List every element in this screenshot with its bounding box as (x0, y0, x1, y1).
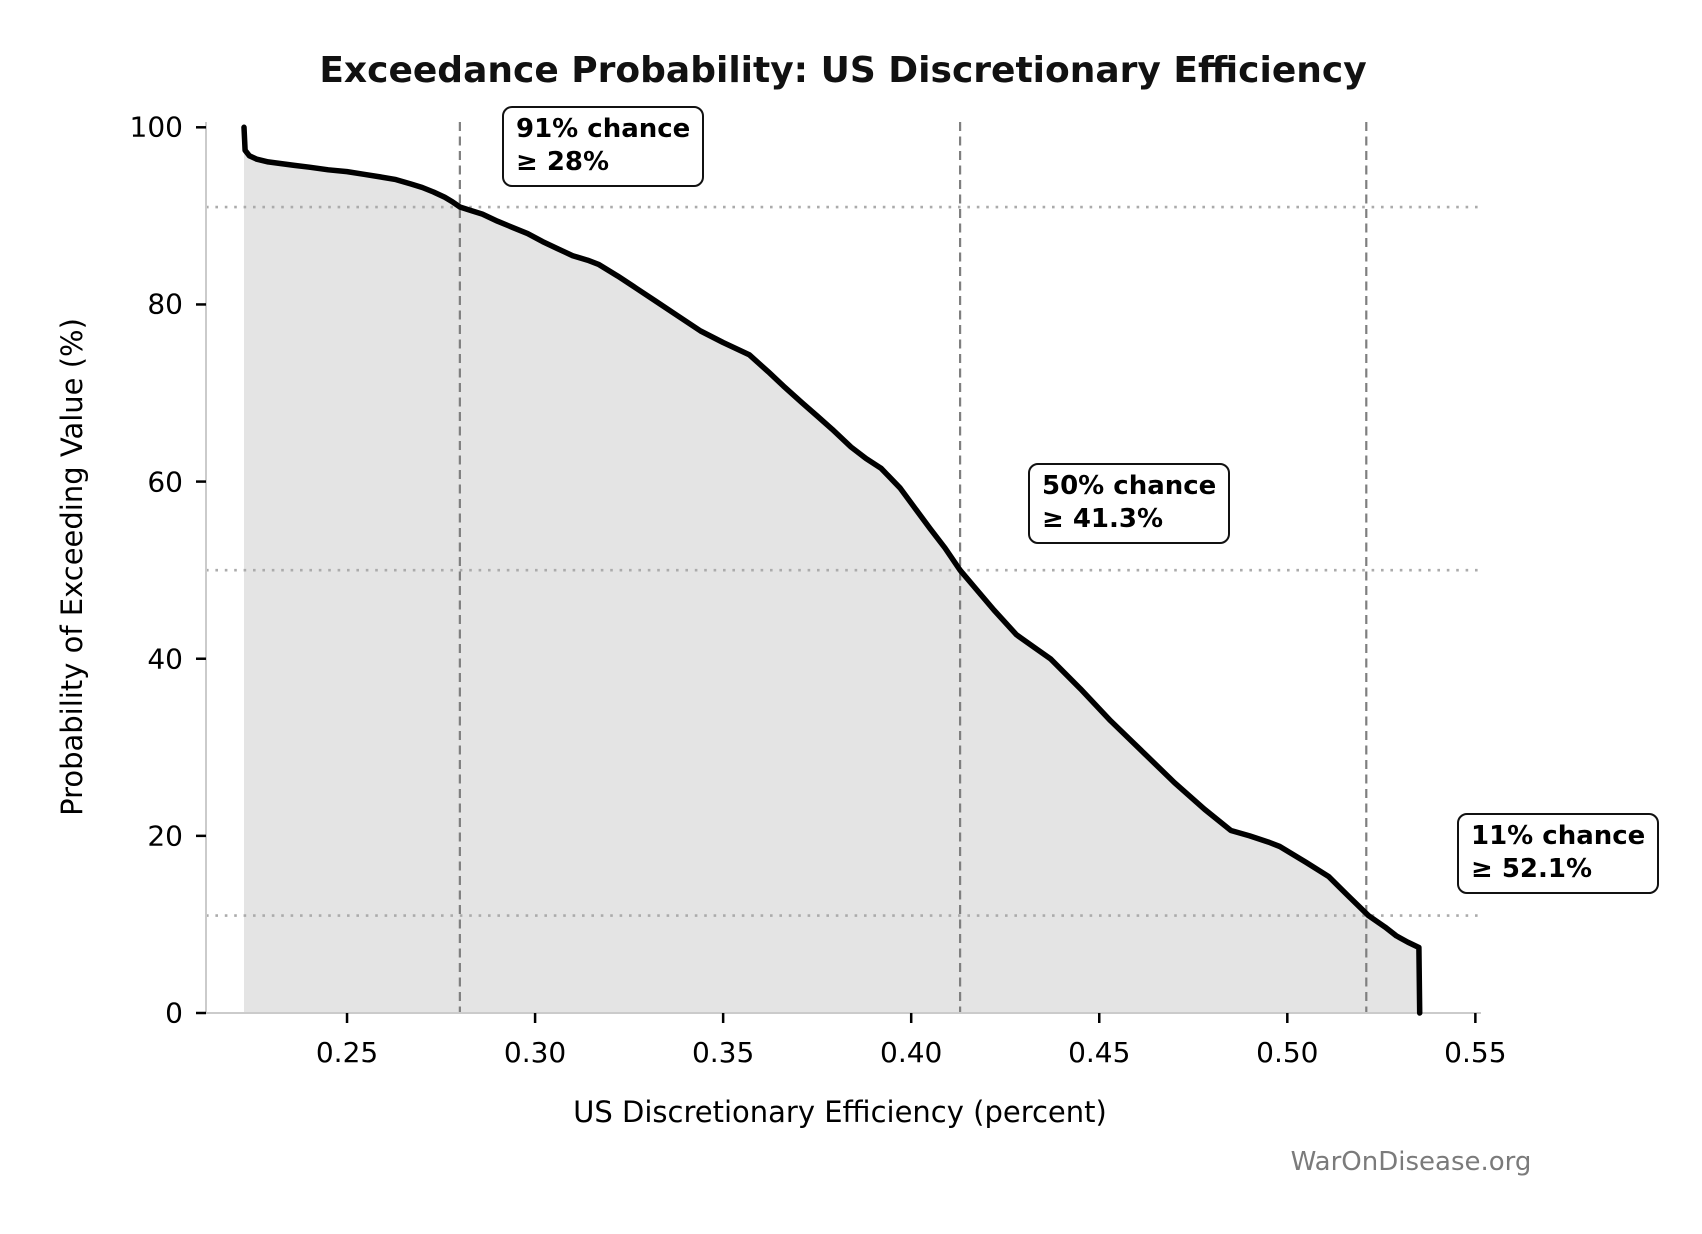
annotation-50-percent: 50% chance ≥ 41.3% (1028, 463, 1231, 544)
y-tick-label: 80 (147, 287, 183, 321)
annotation-11-percent: 11% chance ≥ 52.1% (1457, 813, 1660, 894)
y-tick-label: 40 (147, 642, 183, 676)
watermark: WarOnDisease.org (1290, 1147, 1532, 1177)
y-axis-label: Probability of Exceeding Value (%) (55, 318, 89, 816)
x-tick-label: 0.55 (1444, 1036, 1507, 1069)
y-tick-label: 20 (147, 819, 183, 853)
annotation-91-percent: 91% chance ≥ 28% (502, 106, 705, 187)
annotation-threshold-text: ≥ 28% (516, 146, 610, 177)
y-tick-label: 0 (165, 996, 183, 1030)
annotation-threshold-text: ≥ 41.3% (1042, 503, 1164, 534)
x-axis-label: US Discretionary Efficiency (percent) (573, 1095, 1107, 1129)
y-tick-label: 100 (129, 110, 183, 144)
chart-title: Exceedance Probability: US Discretionary… (319, 50, 1367, 91)
x-tick-label: 0.45 (1068, 1036, 1131, 1069)
x-tick-label: 0.40 (880, 1036, 943, 1069)
x-tick-label: 0.25 (315, 1036, 379, 1069)
y-tick-label: 60 (147, 465, 183, 499)
annotation-chance-text: 50% chance (1042, 471, 1217, 501)
exceedance-curve (241, 124, 1423, 1016)
x-tick-label: 0.35 (691, 1036, 755, 1069)
annotation-threshold-text: ≥ 52.1% (1471, 853, 1593, 884)
x-tick-label: 0.50 (1256, 1036, 1319, 1069)
annotation-chance-text: 91% chance (516, 114, 691, 144)
x-tick-label: 0.30 (503, 1036, 567, 1069)
area-fill (244, 127, 1420, 1014)
annotation-chance-text: 11% chance (1471, 821, 1646, 851)
